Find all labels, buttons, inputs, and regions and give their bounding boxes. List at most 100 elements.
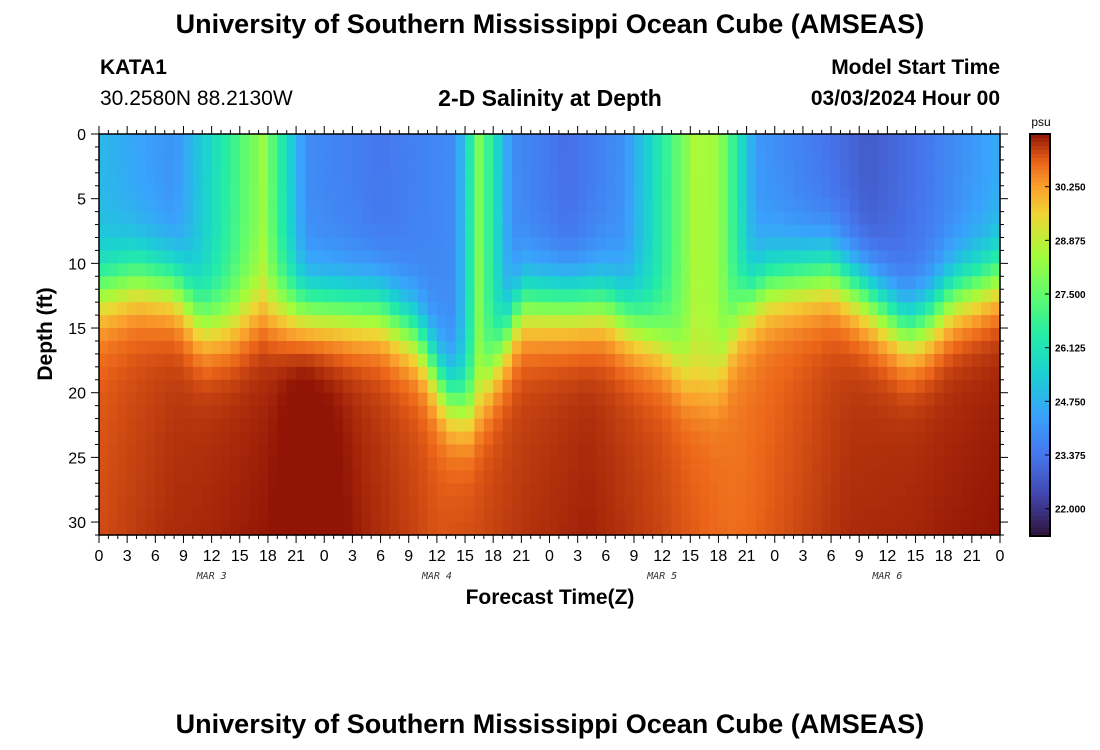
heatmap-cell (446, 263, 457, 277)
heatmap-cell (690, 289, 701, 303)
heatmap-cell (502, 146, 513, 161)
heatmap-cell (192, 263, 203, 277)
heatmap-cell (361, 483, 372, 497)
heatmap-cell (558, 366, 569, 381)
heatmap-cell (624, 134, 635, 148)
heatmap-cell (108, 366, 119, 381)
heatmap-cell (915, 522, 926, 536)
heatmap-cell (183, 276, 194, 290)
heatmap-cell (314, 431, 325, 446)
heatmap-cell (399, 134, 410, 148)
heatmap-cell (859, 146, 870, 161)
heatmap-cell (183, 134, 194, 148)
heatmap-cell (643, 418, 654, 433)
colorbar-cell (1030, 387, 1050, 392)
heatmap-cell (652, 315, 663, 329)
heatmap-cell (981, 457, 992, 471)
heatmap-cell (849, 237, 860, 252)
heatmap-cell (371, 483, 382, 497)
heatmap-cell (821, 418, 832, 433)
heatmap-cell (577, 431, 588, 446)
heatmap-cell (540, 483, 551, 497)
heatmap-cell (474, 470, 485, 484)
heatmap-cell (474, 379, 485, 394)
heatmap-cell (821, 185, 832, 200)
heatmap-cell (540, 353, 551, 368)
heatmap-cell (296, 509, 307, 523)
colorbar-cell (1030, 318, 1050, 324)
heatmap-cell (568, 276, 579, 290)
heatmap-cell (990, 392, 1001, 407)
heatmap-cell (380, 444, 391, 458)
heatmap-cell (239, 418, 250, 433)
heatmap-cell (117, 302, 128, 316)
heatmap-cell (427, 134, 438, 148)
heatmap-cell (699, 522, 710, 536)
heatmap-cell (305, 146, 316, 161)
heatmap-cell (877, 211, 888, 226)
heatmap-cell (568, 302, 579, 316)
heatmap-cell (267, 263, 278, 277)
heatmap-cell (709, 185, 720, 200)
heatmap-cell (924, 444, 935, 458)
heatmap-cell (568, 315, 579, 329)
heatmap-cell (934, 172, 945, 187)
heatmap-cell (934, 198, 945, 213)
heatmap-cell (352, 509, 363, 523)
page-title: University of Southern Mississippi Ocean… (175, 9, 925, 39)
heatmap-cell (540, 250, 551, 264)
heatmap-cell (755, 302, 766, 316)
heatmap-cell (192, 315, 203, 329)
heatmap-cell (662, 522, 673, 536)
heatmap-cell (267, 185, 278, 200)
heatmap-cell (502, 353, 513, 368)
heatmap-cell (943, 289, 954, 303)
heatmap-cell (962, 470, 973, 484)
heatmap-cell (868, 315, 879, 329)
heatmap-cell (906, 328, 917, 342)
heatmap-cell (746, 211, 757, 226)
heatmap-cell (615, 509, 626, 523)
heatmap-cell (765, 328, 776, 342)
heatmap-cell (652, 211, 663, 226)
heatmap-cell (296, 302, 307, 316)
heatmap-cell (868, 198, 879, 213)
heatmap-cell (530, 522, 541, 536)
heatmap-cell (633, 340, 644, 355)
heatmap-cell (633, 496, 644, 510)
heatmap-cell (680, 379, 691, 394)
heatmap-cell (793, 172, 804, 187)
heatmap-cell (511, 289, 522, 303)
heatmap-cell (906, 392, 917, 407)
heatmap-cell (784, 431, 795, 446)
heatmap-cell (577, 315, 588, 329)
heatmap-cell (887, 237, 898, 252)
heatmap-cell (868, 496, 879, 510)
heatmap-cell (530, 496, 541, 510)
heatmap-cell (249, 405, 260, 420)
heatmap-cell (605, 353, 616, 368)
heatmap-cell (249, 509, 260, 523)
heatmap-cell (849, 328, 860, 342)
heatmap-cell (258, 418, 269, 433)
heatmap-cell (333, 134, 344, 148)
heatmap-cell (267, 250, 278, 264)
heatmap-cell (230, 250, 241, 264)
heatmap-cell (953, 483, 964, 497)
heatmap-cell (371, 470, 382, 484)
heatmap-cell (333, 379, 344, 394)
heatmap-cell (117, 224, 128, 239)
heatmap-cell (727, 237, 738, 252)
heatmap-cell (455, 276, 466, 290)
heatmap-cell (380, 146, 391, 161)
heatmap-cell (436, 353, 447, 368)
heatmap-cell (211, 328, 222, 342)
heatmap-cell (371, 366, 382, 381)
heatmap-cell (343, 431, 354, 446)
heatmap-cell (906, 146, 917, 161)
heatmap-cell (361, 444, 372, 458)
heatmap-cell (793, 522, 804, 536)
heatmap-cell (812, 315, 823, 329)
heatmap-cell (662, 146, 673, 161)
heatmap-cell (399, 340, 410, 355)
